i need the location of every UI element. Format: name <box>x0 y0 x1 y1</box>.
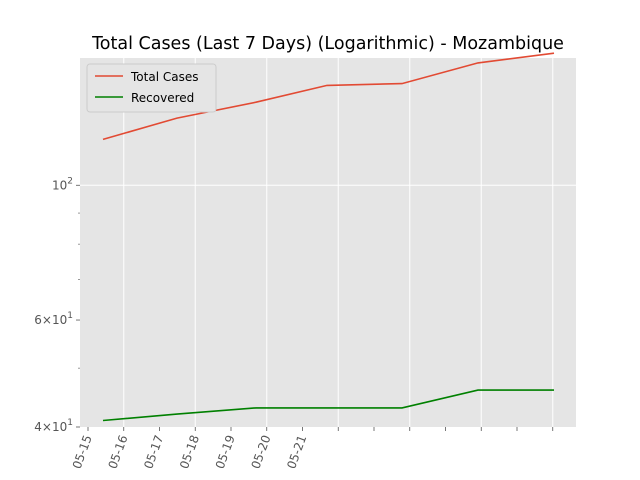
series-lines <box>102 52 555 422</box>
legend-label-total-cases: Total Cases <box>130 70 198 84</box>
legend: Total Cases Recovered <box>86 63 217 113</box>
legend-label-recovered: Recovered <box>131 91 194 105</box>
chart-title: Total Cases (Last 7 Days) (Logarithmic) … <box>91 34 564 54</box>
y-tick-label: 4×101 <box>34 418 73 434</box>
x-tick-label: 05-21 <box>284 433 309 471</box>
x-tick-label: 05-20 <box>248 433 273 471</box>
x-tick-label: 05-16 <box>105 433 130 471</box>
x-tick-label: 05-17 <box>141 433 166 471</box>
y-tick-label: 102 <box>52 176 73 192</box>
grid <box>80 58 576 427</box>
y-axis: 102 6×101 4×101 <box>34 176 80 434</box>
series-line-total-cases <box>102 52 555 141</box>
x-tick-label: 05-18 <box>177 433 202 471</box>
x-tick-label: 05-19 <box>213 433 238 471</box>
plot-area <box>80 58 576 427</box>
series-line-recovered <box>102 389 554 422</box>
x-axis: 05-15 05-16 05-17 05-18 05-19 05-20 05-21 <box>70 427 554 471</box>
y-tick-label: 6×101 <box>34 311 73 327</box>
x-tick-label: 05-15 <box>70 433 95 471</box>
